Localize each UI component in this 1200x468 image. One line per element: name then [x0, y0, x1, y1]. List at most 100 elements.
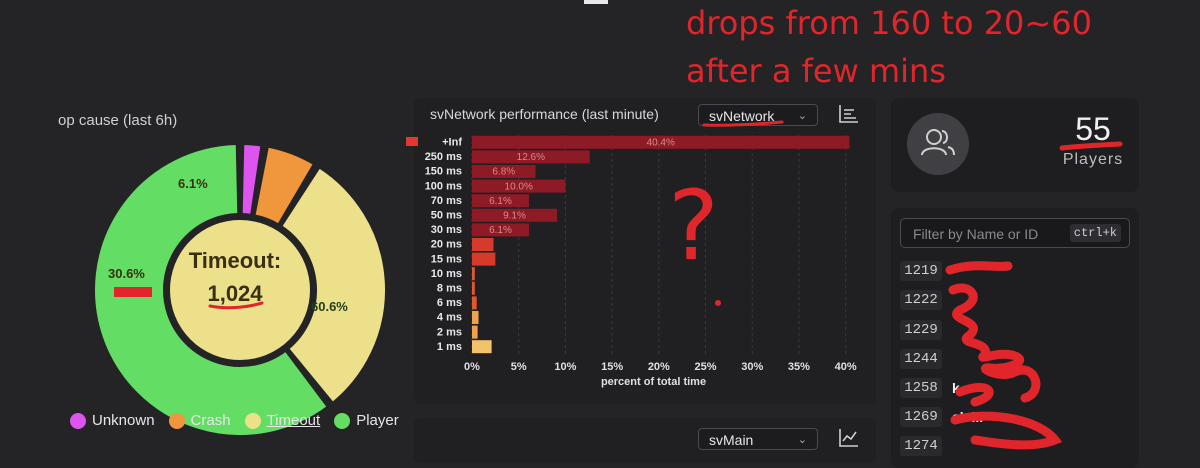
x-tick-label: 25% [695, 361, 717, 373]
y-tick-label: 2 ms [437, 326, 462, 338]
top-edge-mark [584, 0, 608, 4]
player-row[interactable]: 1229 [896, 318, 1136, 342]
chevron-down-icon: ⌄ [797, 110, 807, 122]
legend-dot-icon [244, 412, 261, 429]
bar[interactable] [472, 252, 496, 266]
legend-item-player[interactable]: Player [334, 412, 399, 429]
x-tick-label: 35% [788, 361, 810, 373]
thread-select-2[interactable]: svMain ⌄ [698, 428, 818, 450]
player-name: k [952, 380, 960, 396]
player-filter: ctrl+k [900, 218, 1130, 248]
x-tick-label: 40% [835, 361, 857, 373]
svnetwork-histogram: 0% 5% 10% 15% 20% 25% 30% 35% 40% percent of tota… [406, 135, 857, 388]
bar-data-label: 40.4% [647, 138, 675, 149]
player-row[interactable]: 1244 [896, 347, 1136, 371]
player-row[interactable]: 1274 [896, 434, 1136, 458]
y-tick-label: 150 ms [425, 166, 462, 178]
slice-label-timeout: 30.6% [108, 266, 145, 281]
line-chart-icon[interactable] [838, 428, 860, 448]
legend-label: Unknown [92, 412, 155, 429]
x-tick-label: 10% [554, 361, 576, 373]
x-tick-label: 15% [601, 361, 623, 373]
chart-title: svNetwork performance (last minute) [430, 106, 659, 122]
thread-select-2-value: svMain [709, 432, 754, 448]
player-id: 1229 [900, 320, 942, 340]
bar[interactable] [472, 267, 475, 281]
y-tick-label: 250 ms [425, 151, 462, 163]
annotation-line-2: after a few mins [686, 52, 946, 90]
thread-select-value: svNetwork [709, 108, 775, 124]
player-row[interactable]: 1222 [896, 288, 1136, 312]
bar[interactable] [472, 135, 850, 149]
x-tick-label: 20% [648, 361, 670, 373]
player-row[interactable]: 1269 sk ili [896, 405, 1136, 429]
player-id: 1219 [900, 261, 942, 281]
y-tick-label: 4 ms [437, 312, 462, 324]
donut-slice-unknown[interactable] [240, 143, 263, 216]
pie-title: op cause (last 6h) [58, 112, 178, 129]
y-tick-label: 8 ms [437, 283, 462, 295]
players-count: 55 [1075, 111, 1111, 147]
legend-label: Player [356, 412, 399, 429]
bar[interactable] [472, 325, 478, 339]
bar-data-label: 6.8% [492, 167, 515, 178]
y-tick-label: 6 ms [437, 297, 462, 309]
annotation-question: ? [668, 170, 719, 282]
y-tick-label: 50 ms [431, 210, 462, 222]
bar[interactable] [472, 281, 475, 295]
bar-data-label: 6.1% [489, 196, 512, 207]
y-tick-label: 1 ms [437, 341, 462, 353]
bar[interactable] [472, 340, 492, 354]
bar-data-label: 9.1% [503, 211, 526, 222]
bar[interactable] [472, 296, 477, 310]
y-tick-label: +Inf [442, 137, 462, 149]
bar-data-label: 10.0% [505, 181, 533, 192]
player-row[interactable]: 1258 k [896, 376, 1136, 400]
y-tick-label: 100 ms [425, 180, 462, 192]
donut-hole [166, 216, 314, 364]
donut-center-label: Timeout: [188, 248, 282, 273]
legend-dot-icon [334, 412, 351, 429]
x-tick-label: 0% [464, 361, 480, 373]
player-filter-input[interactable] [911, 224, 1065, 244]
slice-label-crash: 6.1% [178, 176, 208, 191]
legend-dot-icon [70, 412, 86, 429]
y-tick-label: 15 ms [431, 253, 462, 265]
player-id: 1274 [900, 436, 942, 456]
bar[interactable] [472, 150, 590, 164]
bar-data-label: 12.6% [517, 152, 545, 163]
annotation-line-1: drops from 160 to 20~60 [686, 4, 1092, 42]
bar-data-label: 6.1% [489, 225, 512, 236]
players-icon [907, 113, 969, 175]
legend-item-timeout[interactable]: Timeout [244, 412, 321, 429]
legend-item-crash[interactable]: Crash [168, 412, 231, 429]
player-row[interactable]: 1219 [896, 259, 1136, 283]
bar[interactable] [472, 179, 566, 193]
bar[interactable] [472, 165, 536, 178]
legend-item-unknown[interactable]: Unknown [70, 412, 155, 429]
slice-label-player: 60.6% [311, 299, 348, 314]
y-tick-label: 70 ms [431, 195, 462, 207]
chevron-down-icon: ⌄ [797, 434, 807, 446]
players-label: Players [1062, 151, 1124, 168]
donut-slice-timeout[interactable] [279, 166, 387, 405]
pie-legend: Unknown Crash Timeout Player [70, 412, 399, 429]
legend-label: Crash [190, 412, 231, 429]
y-tick-label: 20 ms [431, 239, 462, 251]
player-id: 1244 [900, 349, 942, 369]
bar[interactable] [472, 311, 479, 324]
legend-label: Timeout [266, 412, 321, 429]
legend-dot-icon [168, 412, 185, 429]
bar[interactable] [472, 194, 529, 208]
bar[interactable] [472, 238, 494, 251]
x-tick-label: 5% [511, 361, 527, 373]
x-tick-label: 30% [741, 361, 763, 373]
drop-cause-donut [93, 143, 387, 437]
bar-chart-icon[interactable] [838, 104, 860, 124]
x-axis-label: percent of total time [601, 376, 706, 388]
bar[interactable] [472, 208, 558, 222]
donut-slice-crash[interactable] [253, 145, 316, 226]
y-tick-label: 10 ms [431, 268, 462, 280]
legend-swatch[interactable] [406, 137, 418, 146]
bar[interactable] [472, 223, 529, 237]
